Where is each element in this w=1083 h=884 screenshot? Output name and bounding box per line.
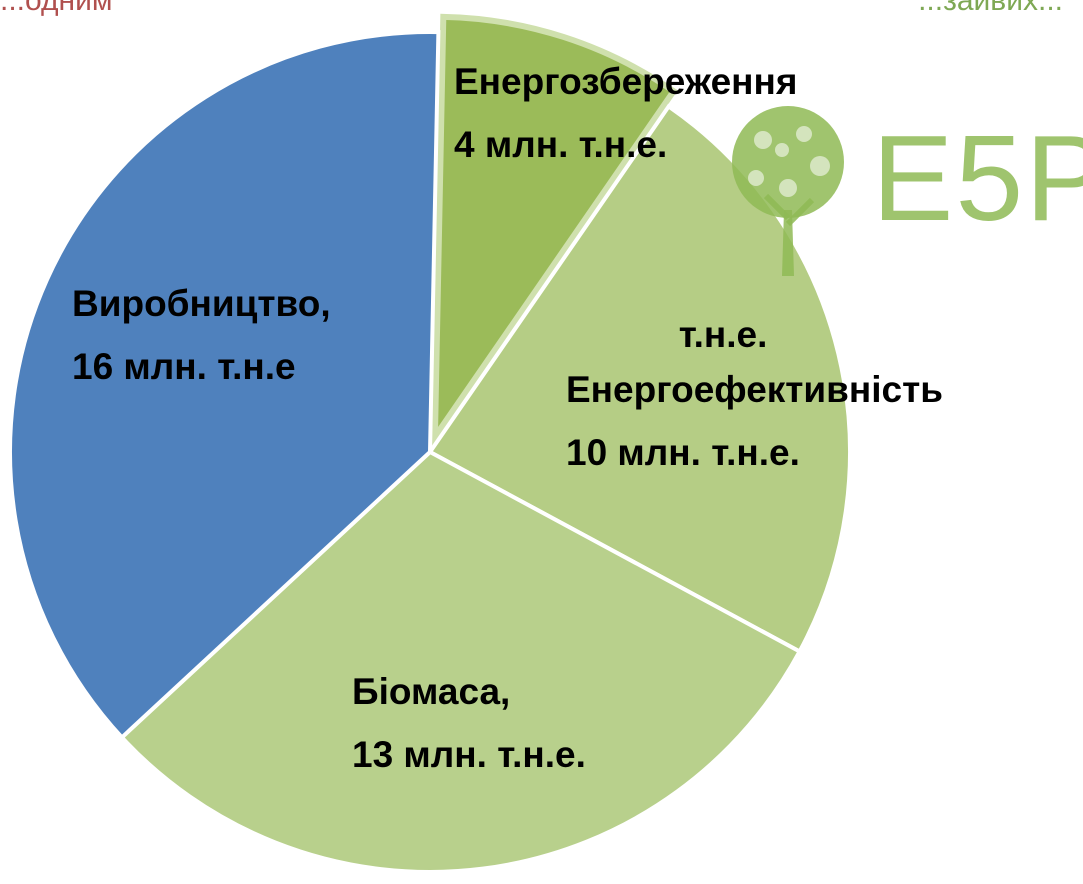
slice-label-biomass: Біомаса, 13 млн. т.н.е.	[352, 671, 586, 775]
pie-slice-energy-saving	[431, 13, 678, 447]
pie-slice-energy-efficiency	[427, 103, 852, 655]
header-partial-right: ...зайвих...	[918, 0, 1063, 17]
slice-label-hidden: ЕЕЕЕЕЕЕт.н.е.	[678, 314, 768, 355]
pie-slice-biomass	[119, 449, 803, 874]
slice-label-energy-saving: Енергозбереження 4 млн. т.н.е.	[454, 61, 798, 165]
slice-label-production: Виробництво, 16 млн. т.н.е	[72, 283, 331, 387]
slice-label-energy-efficiency: Енергоефективність 10 млн. т.н.е.	[566, 369, 943, 473]
logo-text: E5P	[872, 110, 1083, 246]
header-partial-left: ...одним	[0, 0, 113, 17]
pie-slice-production	[8, 30, 441, 741]
tree-icon	[732, 106, 844, 276]
